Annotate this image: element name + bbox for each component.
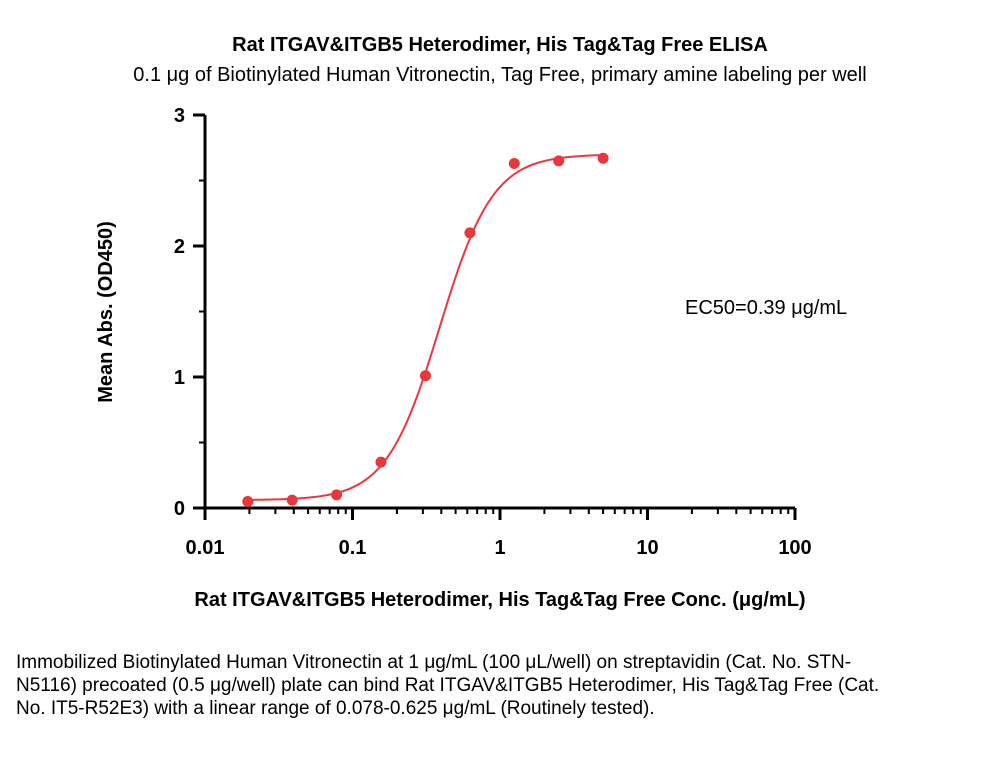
y-tick-label: 3 bbox=[174, 105, 185, 127]
x-tick-label: 0.01 bbox=[186, 537, 225, 559]
x-tick-label: 0.1 bbox=[339, 537, 367, 559]
x-tick-label: 10 bbox=[636, 537, 658, 559]
figure-caption: Immobilized Biotinylated Human Vitronect… bbox=[16, 652, 880, 719]
y-tick-label: 0 bbox=[174, 498, 185, 520]
y-tick-label: 1 bbox=[174, 367, 185, 389]
chart-title: Rat ITGAV&ITGB5 Heterodimer, His Tag&Tag… bbox=[232, 34, 768, 56]
y-axis-title: Mean Abs. (OD450) bbox=[95, 221, 117, 403]
data-point bbox=[419, 370, 431, 382]
chart-subtitle: 0.1 μg of Biotinylated Human Vitronectin… bbox=[133, 64, 867, 86]
fit-curve bbox=[247, 154, 604, 501]
data-point bbox=[375, 456, 387, 468]
axes: 0.01 0.1 1 10 100 0 1 2 3 bbox=[174, 105, 812, 559]
data-point bbox=[464, 227, 476, 239]
data-point bbox=[597, 152, 609, 164]
x-tick-label: 100 bbox=[778, 537, 811, 559]
data-point bbox=[553, 155, 565, 167]
x-tick-label: 1 bbox=[494, 537, 505, 559]
y-tick-label: 2 bbox=[174, 236, 185, 258]
data-point bbox=[331, 489, 343, 501]
data-point bbox=[508, 157, 520, 169]
data-points bbox=[242, 152, 609, 507]
data-point bbox=[242, 495, 254, 507]
ec50-annotation: EC50=0.39 μg/mL bbox=[685, 297, 847, 319]
elisa-chart: 0.01 0.1 1 10 100 0 1 2 3 Mean Abs. (OD450) Rat … bbox=[95, 105, 847, 611]
x-axis-title: Rat ITGAV&ITGB5 Heterodimer, His Tag&Tag… bbox=[194, 589, 805, 611]
data-point bbox=[286, 494, 298, 506]
